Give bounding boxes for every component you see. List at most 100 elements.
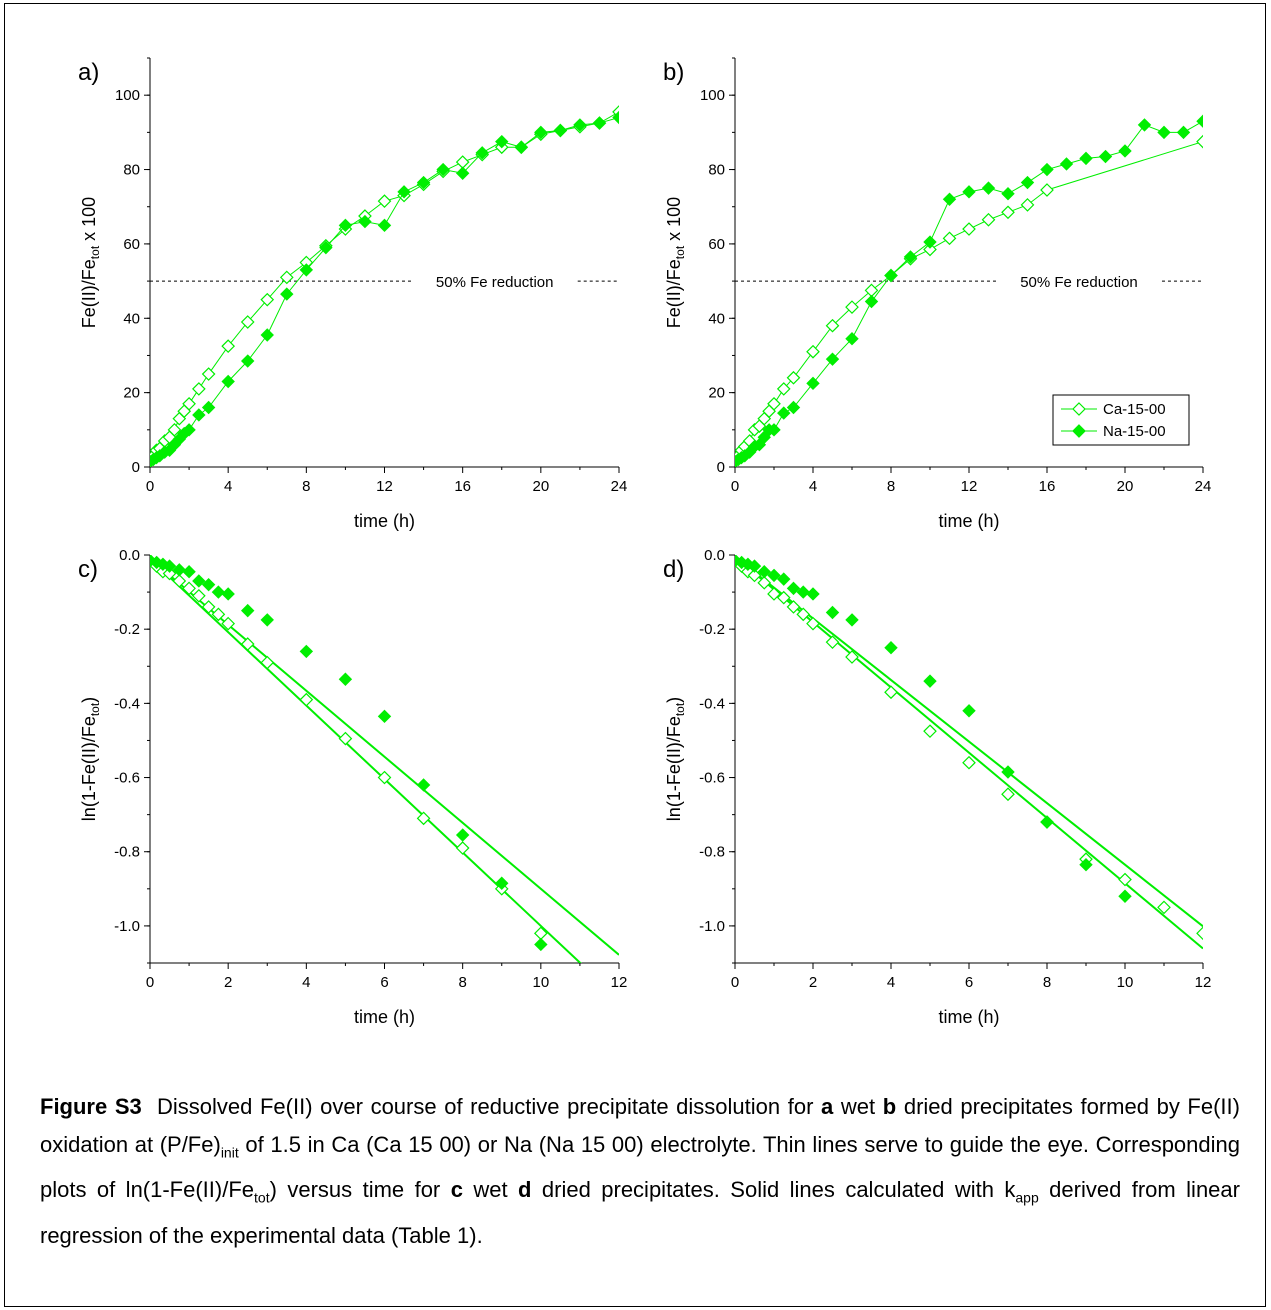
y-tick-label: -0.2	[114, 621, 140, 638]
data-point	[221, 374, 235, 389]
data-point	[377, 194, 392, 208]
data-point	[338, 731, 353, 746]
x-tick-label: 0	[731, 974, 739, 991]
data-point	[201, 577, 216, 592]
data-point	[981, 212, 996, 227]
data-point	[1196, 926, 1203, 941]
data-point	[221, 616, 236, 631]
y-axis-title: Fe(II)/Fetot x 100	[79, 197, 102, 328]
data-point	[377, 709, 392, 724]
y-tick-label: 60	[123, 236, 140, 253]
data-point	[923, 674, 937, 688]
data-point	[923, 242, 937, 257]
y-tick-label: -1.0	[114, 918, 140, 935]
y-tick-label: 0	[717, 459, 725, 476]
x-tick-label: 12	[1195, 974, 1212, 991]
data-point	[495, 876, 509, 890]
data-point	[241, 603, 255, 618]
x-tick-label: 6	[380, 974, 388, 991]
data-point	[1118, 144, 1132, 158]
data-point	[279, 270, 294, 285]
data-point	[845, 650, 859, 664]
data-point	[514, 140, 528, 154]
data-point	[338, 218, 353, 233]
figure-frame	[4, 3, 1266, 1307]
legend-marker	[1072, 424, 1086, 438]
data-point	[1196, 134, 1203, 149]
y-tick-label: -0.8	[114, 844, 140, 861]
legend-label: Na-15-00	[1103, 423, 1166, 440]
data-point	[796, 585, 810, 599]
data-point	[455, 841, 470, 855]
data-point	[1001, 787, 1015, 802]
data-point	[534, 937, 548, 952]
panel-label: d)	[663, 556, 684, 583]
panel-label: b)	[663, 59, 684, 86]
reference-line-label: 50% Fe reduction	[436, 274, 554, 291]
x-axis-title: time (h)	[938, 511, 999, 531]
x-tick-label: 0	[731, 478, 739, 495]
data-point	[825, 352, 840, 366]
data-point	[201, 400, 216, 415]
data-point	[211, 607, 226, 622]
x-tick-label: 0	[146, 974, 154, 991]
y-tick-label: -0.2	[699, 621, 725, 638]
data-point	[796, 607, 811, 622]
data-point	[1040, 183, 1054, 197]
data-point	[1020, 198, 1035, 212]
panel-label: a)	[78, 59, 99, 86]
data-point	[192, 574, 206, 588]
y-tick-label: 0	[132, 459, 140, 476]
data-point	[806, 616, 820, 631]
y-tick-label: 80	[708, 162, 725, 179]
data-point	[1157, 900, 1171, 915]
data-point	[299, 644, 314, 659]
data-point	[455, 828, 470, 842]
data-point	[825, 318, 840, 333]
data-point	[845, 613, 859, 627]
data-point	[776, 590, 791, 605]
data-point	[767, 568, 781, 583]
y-tick-label: 60	[708, 236, 725, 253]
data-point	[260, 613, 274, 627]
data-point	[962, 704, 976, 718]
series-Na-15-00	[735, 555, 1132, 903]
legend-box	[1052, 394, 1190, 446]
reference-line-label: 50% Fe reduction	[1020, 274, 1138, 291]
data-point	[319, 240, 333, 255]
data-point	[201, 367, 216, 381]
x-tick-label: 2	[809, 974, 817, 991]
x-tick-label: 4	[302, 974, 310, 991]
data-point	[757, 575, 772, 590]
legend: Ca-15-00 Na-15-00	[1052, 394, 1190, 446]
data-point	[182, 423, 196, 437]
data-point	[201, 600, 216, 614]
data-point	[475, 146, 489, 160]
data-point	[240, 315, 255, 329]
x-axis-title: time (h)	[354, 1007, 415, 1027]
data-point	[884, 641, 898, 655]
data-point	[777, 406, 791, 420]
data-point	[172, 574, 187, 588]
x-tick-label: 8	[1043, 974, 1051, 991]
data-point	[845, 332, 859, 346]
data-point	[573, 118, 587, 132]
x-tick-label: 12	[376, 478, 393, 495]
data-point	[162, 566, 177, 581]
y-axis-title: ln(1-Fe(II)/Fetot)	[664, 697, 687, 821]
x-axis-title: time (h)	[354, 511, 415, 531]
data-point	[416, 175, 431, 190]
data-point	[1020, 175, 1035, 190]
data-point	[884, 685, 898, 700]
data-point	[221, 339, 236, 354]
legend-label: Ca-15-00	[1103, 401, 1166, 418]
caption-label: Figure S3	[40, 1094, 142, 1119]
data-point	[757, 564, 771, 579]
data-point	[1001, 187, 1015, 201]
data-point	[553, 123, 568, 138]
legend-marker	[1072, 402, 1086, 416]
data-point	[192, 408, 206, 422]
data-point	[172, 563, 187, 577]
series-Ca-15-00	[150, 555, 548, 941]
x-tick-label: 24	[611, 478, 628, 495]
